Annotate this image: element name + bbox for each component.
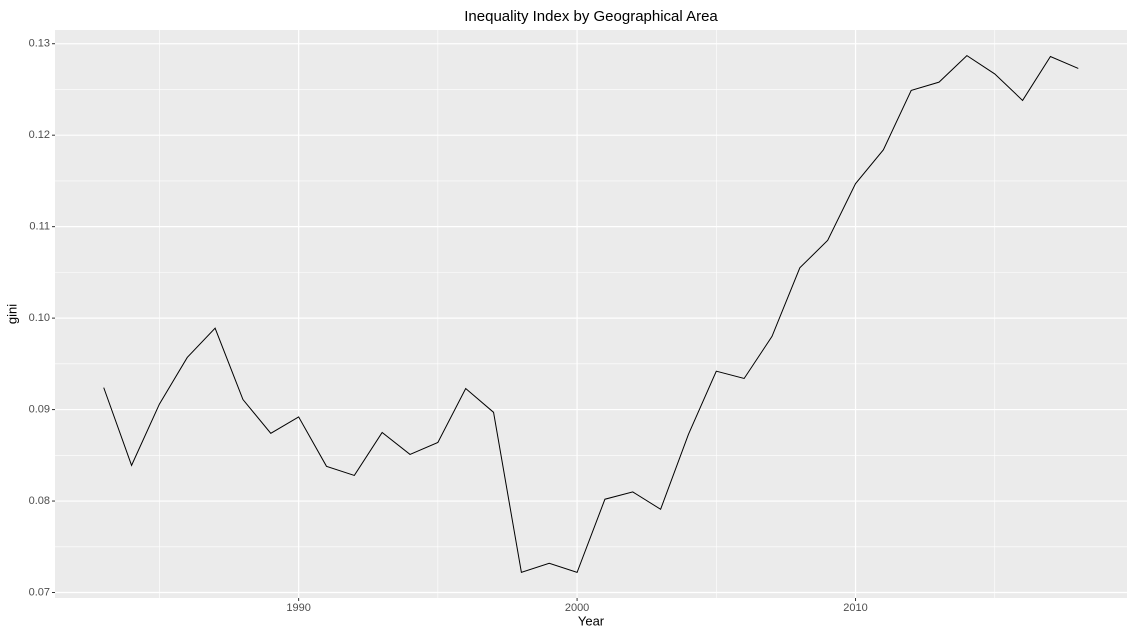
- chart-title: Inequality Index by Geographical Area: [464, 8, 718, 25]
- y-tick-label: 0.09: [29, 403, 50, 415]
- y-tick-label: 0.08: [29, 495, 50, 507]
- y-tick-label: 0.12: [29, 129, 50, 141]
- x-tick-label: 2010: [843, 602, 867, 614]
- x-axis-label: Year: [578, 613, 605, 628]
- x-tick-label: 1990: [286, 602, 310, 614]
- y-axis-label: gini: [4, 304, 19, 324]
- y-tick-label: 0.10: [29, 312, 50, 324]
- plot-background: [55, 30, 1127, 598]
- y-tick-label: 0.11: [29, 221, 50, 233]
- y-tick-label: 0.07: [29, 586, 50, 598]
- line: [103, 54, 1079, 574]
- x-tick-label: 2000: [565, 602, 589, 614]
- y-tick-label: 0.13: [29, 38, 50, 50]
